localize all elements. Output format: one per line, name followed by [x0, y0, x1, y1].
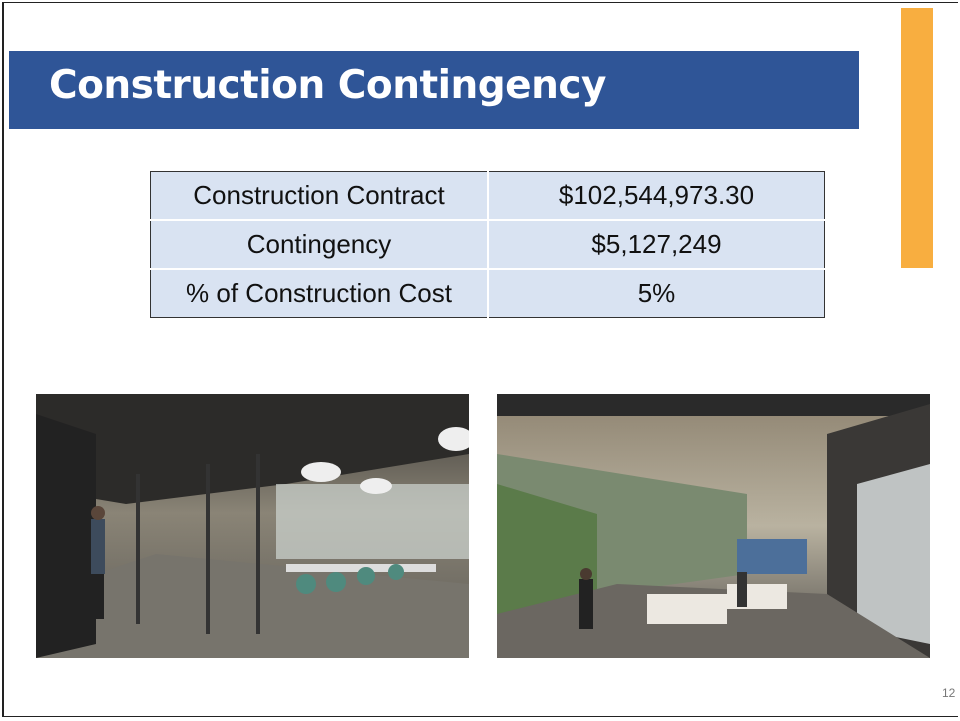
- cost-table: Construction Contract $102,544,973.30 Con…: [150, 171, 825, 318]
- table-cell: $102,544,973.30: [487, 171, 825, 221]
- table-row: Contingency $5,127,249: [150, 219, 825, 270]
- slide-title: Construction Contingency: [49, 63, 606, 108]
- table-cell: % of Construction Cost: [150, 268, 489, 318]
- table-cell: Contingency: [150, 219, 489, 270]
- accent-bar: [901, 8, 933, 268]
- title-bar: Construction Contingency: [9, 51, 859, 129]
- table-cell: Construction Contract: [150, 171, 489, 221]
- table-cell: 5%: [487, 268, 825, 318]
- table-row: Construction Contract $102,544,973.30: [150, 171, 825, 221]
- table-cell: $5,127,249: [487, 219, 825, 270]
- photo-corridor: [497, 394, 930, 658]
- table-row: % of Construction Cost 5%: [150, 268, 825, 318]
- photo-office: [36, 394, 469, 658]
- page-number: 12: [942, 686, 956, 700]
